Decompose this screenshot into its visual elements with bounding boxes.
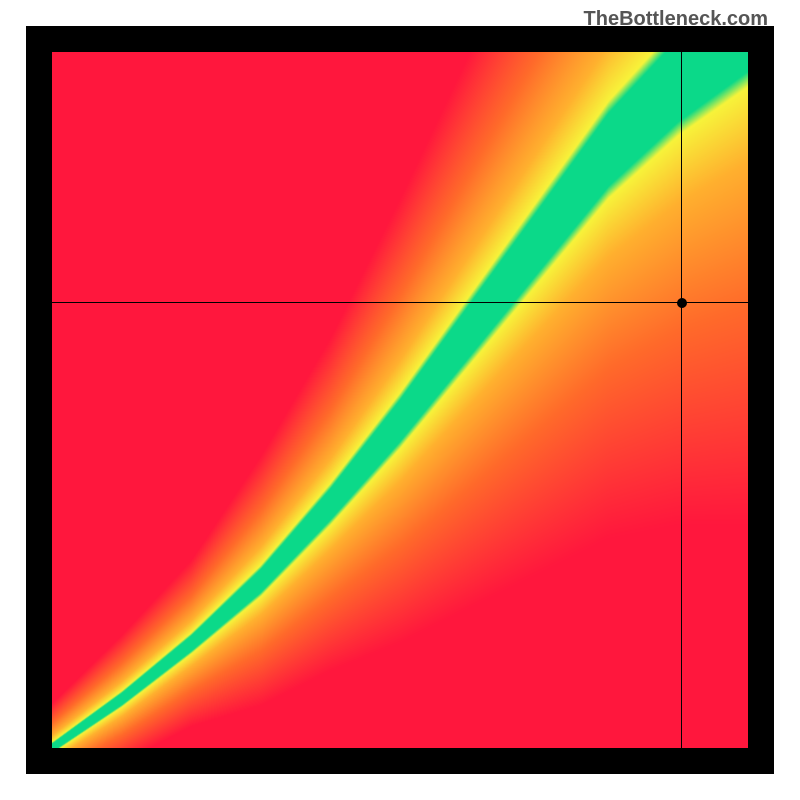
heatmap-canvas — [52, 52, 748, 748]
crosshair-vertical — [681, 52, 682, 748]
plot-area — [52, 52, 748, 748]
crosshair-dot — [677, 298, 687, 308]
plot-frame — [26, 26, 774, 774]
chart-container: TheBottleneck.com — [0, 0, 800, 800]
crosshair-horizontal — [52, 302, 748, 303]
